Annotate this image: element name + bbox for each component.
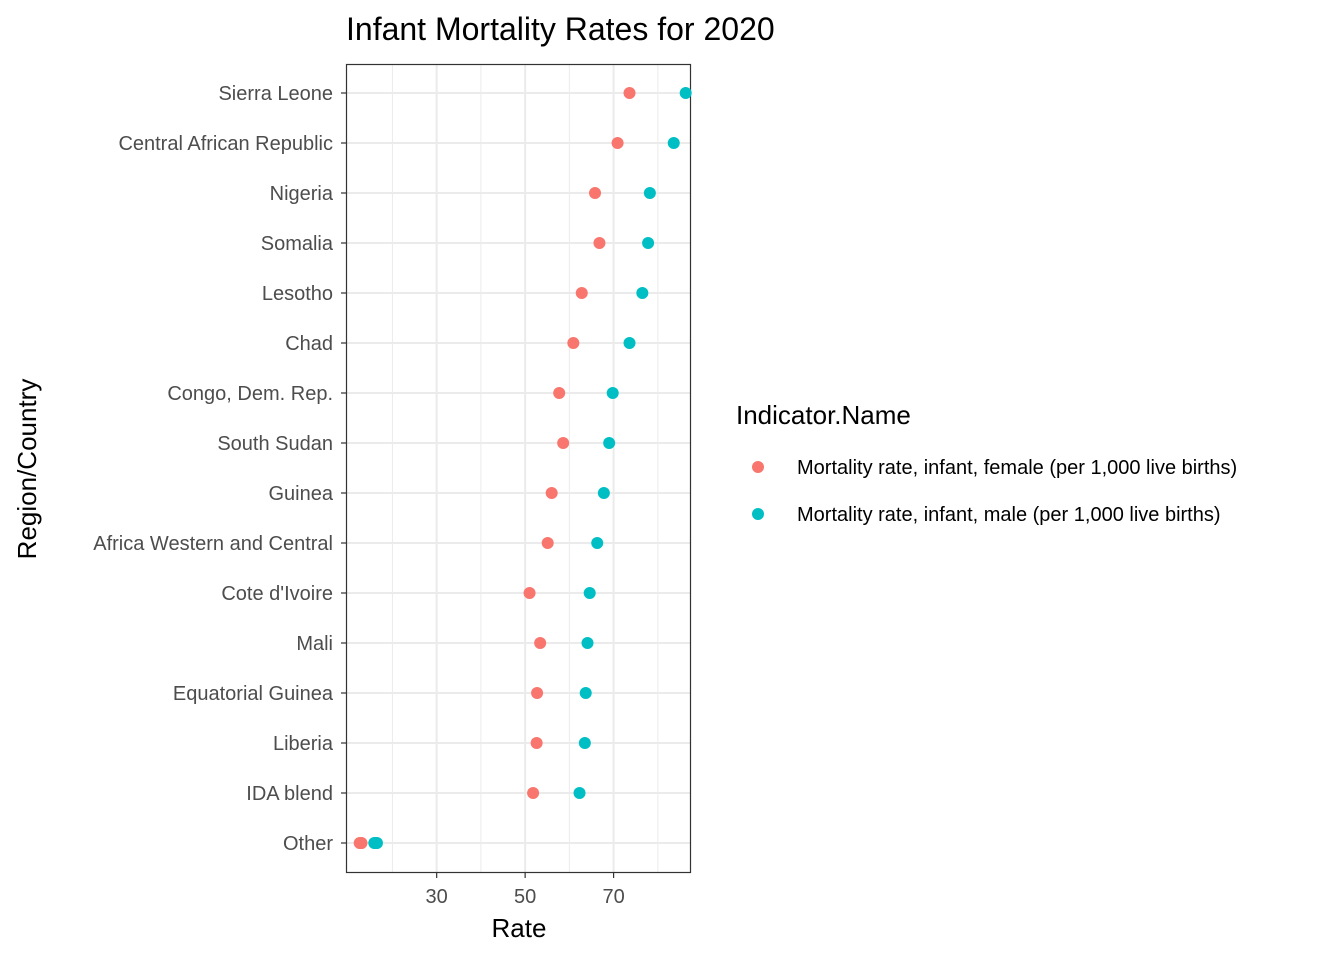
y-tick-label: Nigeria — [270, 183, 334, 205]
y-tick-label: Guinea — [269, 483, 334, 505]
chart-title: Infant Mortality Rates for 2020 — [346, 11, 775, 47]
y-tick-label: Central African Republic — [118, 133, 333, 155]
data-point — [370, 837, 383, 849]
data-point — [583, 587, 596, 599]
data-point — [527, 787, 540, 799]
data-point — [567, 337, 580, 349]
data-point — [623, 87, 636, 99]
legend-label: Mortality rate, infant, female (per 1,00… — [797, 457, 1237, 479]
data-point — [573, 787, 586, 799]
y-tick-label: Chad — [285, 333, 333, 355]
data-point — [642, 237, 655, 249]
y-tick-label: Liberia — [273, 733, 334, 755]
data-point — [578, 737, 591, 749]
data-point — [579, 687, 592, 699]
data-points — [353, 87, 692, 849]
data-point — [541, 537, 554, 549]
data-point — [553, 387, 566, 399]
legend-title: Indicator.Name — [736, 400, 911, 430]
y-tick-label: Congo, Dem. Rep. — [167, 383, 333, 405]
data-point — [667, 137, 680, 149]
legend: Indicator.Name Mortality rate, infant, f… — [736, 400, 1237, 526]
y-axis-title: Region/Country — [12, 379, 42, 560]
y-tick-label: South Sudan — [217, 433, 333, 455]
data-point — [593, 237, 606, 249]
plot-panel — [346, 64, 691, 873]
legend-key — [752, 461, 764, 473]
x-axis-title: Rate — [492, 913, 547, 943]
data-point — [523, 587, 536, 599]
y-tick-label: Sierra Leone — [218, 83, 333, 105]
data-point — [611, 137, 624, 149]
y-tick-label: Somalia — [261, 233, 334, 255]
data-point — [545, 487, 558, 499]
data-point — [591, 537, 604, 549]
data-point — [534, 637, 547, 649]
data-point — [581, 637, 594, 649]
gridlines — [346, 64, 691, 873]
x-tick-label: 70 — [602, 886, 624, 908]
y-tick-label: Mali — [296, 633, 333, 655]
data-point — [606, 387, 619, 399]
x-tick-label: 50 — [514, 886, 536, 908]
x-axis: 30 50 70 — [426, 873, 625, 908]
data-point — [623, 337, 636, 349]
legend-label: Mortality rate, infant, male (per 1,000 … — [797, 504, 1221, 526]
data-point — [679, 87, 692, 99]
data-point — [643, 187, 656, 199]
data-point — [636, 287, 649, 299]
data-point — [603, 437, 616, 449]
y-tick-label: Lesotho — [262, 283, 333, 305]
y-tick-label: IDA blend — [246, 783, 333, 805]
y-tick-label: Equatorial Guinea — [173, 683, 334, 705]
data-point — [355, 837, 368, 849]
y-axis: Sierra Leone Central African Republic Nige… — [93, 83, 346, 855]
x-tick-label: 30 — [426, 886, 448, 908]
y-tick-label: Other — [283, 833, 333, 855]
data-point — [531, 687, 544, 699]
plot-border — [345, 63, 692, 874]
data-point — [589, 187, 602, 199]
data-point — [557, 437, 570, 449]
data-point — [597, 487, 610, 499]
data-point — [575, 287, 588, 299]
y-tick-label: Africa Western and Central — [93, 533, 333, 555]
y-tick-label: Cote d'Ivoire — [221, 583, 333, 605]
data-point — [530, 737, 543, 749]
legend-key — [752, 508, 764, 520]
